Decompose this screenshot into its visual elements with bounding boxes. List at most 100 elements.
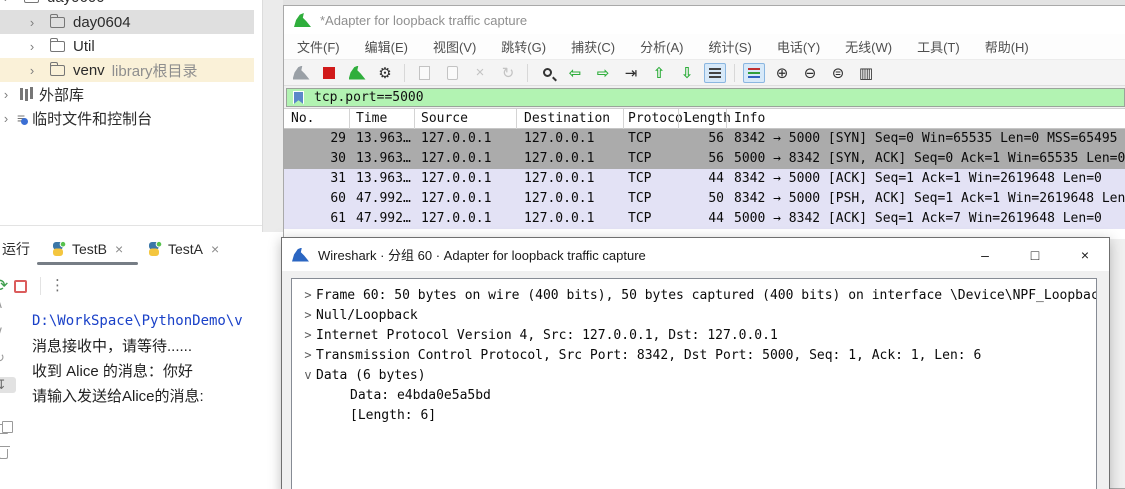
capture-options-icon[interactable]: ⚙: [378, 64, 392, 82]
col-protocol[interactable]: Protocol: [628, 111, 691, 126]
packet-row-60[interactable]: 60 47.992… 127.0.0.1 127.0.0.1 TCP 50 83…: [284, 189, 1125, 209]
column-divider[interactable]: [623, 109, 624, 129]
menu-tools[interactable]: 工具(T): [917, 40, 960, 55]
col-time[interactable]: Time: [356, 111, 388, 126]
toolbar-separator: [404, 63, 405, 82]
rerun-icon[interactable]: ⟳: [0, 276, 9, 295]
column-divider[interactable]: [726, 109, 727, 129]
close-button[interactable]: ×: [1062, 238, 1108, 271]
minimize-button[interactable]: –: [962, 238, 1008, 271]
bookmark-icon[interactable]: [293, 90, 304, 105]
col-length[interactable]: Length: [684, 111, 731, 126]
expand-chevron-icon[interactable]: >: [304, 328, 312, 342]
chevron-right-icon[interactable]: ›: [29, 14, 35, 30]
start-capture-icon[interactable]: [290, 63, 312, 83]
detail-row-data-hex[interactable]: Data: e4bda0e5a5bd: [350, 387, 491, 403]
expand-chevron-icon[interactable]: >: [304, 288, 312, 302]
go-forward-icon[interactable]: ⇨: [596, 64, 610, 82]
chevron-right-icon[interactable]: ›: [29, 62, 35, 78]
menu-view[interactable]: 视图(V): [432, 40, 477, 55]
menu-analyze[interactable]: 分析(A): [640, 40, 684, 55]
close-file-icon[interactable]: ×: [475, 64, 485, 81]
column-divider[interactable]: [516, 109, 517, 129]
zoom-in-icon[interactable]: ⊕: [775, 64, 789, 82]
tree-item-day0600[interactable]: › day0600: [0, 0, 254, 9]
menu-edit[interactable]: 编辑(E): [364, 40, 408, 55]
scroll-down-icon[interactable]: ∨: [0, 323, 16, 339]
display-filter-input[interactable]: tcp.port==5000: [286, 88, 1125, 107]
tree-item-venv[interactable]: › venv library根目录: [0, 58, 254, 82]
chevron-right-icon[interactable]: ›: [29, 38, 35, 54]
stop-capture-icon[interactable]: [318, 63, 340, 83]
detail-row-frame[interactable]: > Frame 60: 50 bytes on wire (400 bits),…: [292, 285, 1096, 305]
col-info[interactable]: Info: [734, 111, 766, 126]
chevron-right-icon[interactable]: ›: [3, 86, 9, 102]
menu-statistics[interactable]: 统计(S): [708, 40, 752, 55]
save-file-icon[interactable]: [441, 63, 463, 83]
expand-chevron-icon[interactable]: >: [304, 348, 312, 362]
tree-item-external-libraries[interactable]: › 外部库: [0, 82, 254, 106]
packet-row-31[interactable]: 31 13.963… 127.0.0.1 127.0.0.1 TCP 44 83…: [284, 169, 1125, 189]
column-divider[interactable]: [349, 109, 350, 129]
packet-row-30[interactable]: 30 13.963… 127.0.0.1 127.0.0.1 TCP 56 50…: [284, 149, 1125, 169]
expand-chevron-icon[interactable]: >: [304, 308, 312, 322]
detail-row-data-length[interactable]: [Length: 6]: [350, 407, 437, 423]
detail-row-ipv4[interactable]: > Internet Protocol Version 4, Src: 127.…: [292, 325, 1096, 345]
detail-row-tcp[interactable]: > Transmission Control Protocol, Src Por…: [292, 345, 1096, 365]
open-file-icon[interactable]: [413, 63, 435, 83]
tree-item-scratches[interactable]: › ≡ 临时文件和控制台: [0, 106, 254, 130]
zoom-out-icon[interactable]: ⊖: [803, 64, 817, 82]
scroll-up-icon[interactable]: ∧: [0, 296, 16, 312]
scratches-icon: ≡: [17, 110, 29, 126]
find-packet-icon[interactable]: [536, 63, 558, 83]
clear-console-icon[interactable]: [0, 446, 10, 459]
packet-row-61[interactable]: 61 47.992… 127.0.0.1 127.0.0.1 TCP 44 50…: [284, 209, 1125, 229]
go-previous-icon[interactable]: ⇧: [652, 64, 666, 82]
copy-icon[interactable]: [0, 421, 13, 434]
zoom-reset-icon[interactable]: ⊜: [831, 64, 845, 82]
tab-testa[interactable]: TestA ×: [146, 236, 219, 262]
menu-wireless[interactable]: 无线(W): [845, 40, 893, 55]
cycle-icon[interactable]: ↻: [0, 350, 16, 366]
tab-testb[interactable]: TestB ×: [50, 236, 123, 262]
tree-item-day0604[interactable]: › day0604: [0, 10, 254, 34]
pycharm-window: › day0600 › day0604 › Util › venv librar…: [0, 0, 283, 489]
menu-help[interactable]: 帮助(H): [984, 40, 1029, 55]
col-no[interactable]: No.: [291, 111, 315, 126]
toolbar-separator: [734, 63, 735, 82]
wireshark-logo-icon: [292, 247, 309, 262]
go-to-packet-icon[interactable]: ⇥: [624, 64, 638, 82]
scroll-to-end-icon[interactable]: ↧: [0, 377, 16, 393]
reload-file-icon[interactable]: ↻: [501, 64, 515, 82]
close-icon[interactable]: ×: [211, 241, 220, 257]
resize-columns-icon[interactable]: ▥: [858, 64, 874, 82]
menu-capture[interactable]: 捕获(C): [571, 40, 616, 55]
restart-capture-icon[interactable]: [346, 63, 368, 83]
colorize-icon[interactable]: [743, 62, 765, 83]
column-divider[interactable]: [414, 109, 415, 129]
close-icon[interactable]: ×: [115, 241, 124, 257]
run-console-output[interactable]: D:\WorkSpace\PythonDemo\v 消息接收中，请等待.....…: [32, 309, 262, 409]
python-icon: [53, 241, 66, 256]
maximize-button[interactable]: □: [1012, 238, 1058, 271]
menu-go[interactable]: 跳转(G): [501, 40, 547, 55]
auto-scroll-icon[interactable]: [704, 62, 726, 83]
wireshark-title-bar[interactable]: *Adapter for loopback traffic capture: [284, 6, 1125, 34]
go-back-icon[interactable]: ⇦: [568, 64, 582, 82]
menu-file[interactable]: 文件(F): [297, 40, 340, 55]
stop-icon[interactable]: [14, 280, 27, 293]
tree-item-util[interactable]: › Util: [0, 34, 254, 58]
more-icon[interactable]: ⋮: [50, 277, 65, 294]
collapse-chevron-icon[interactable]: v: [304, 368, 312, 382]
chevron-right-icon[interactable]: ›: [3, 110, 9, 126]
detail-row-data[interactable]: v Data (6 bytes): [292, 365, 1096, 385]
col-source[interactable]: Source: [421, 111, 468, 126]
go-next-icon[interactable]: ⇩: [680, 64, 694, 82]
col-destination[interactable]: Destination: [524, 111, 611, 126]
menu-telephony[interactable]: 电话(Y): [776, 40, 821, 55]
column-divider[interactable]: [678, 109, 679, 129]
detail-row-null-loopback[interactable]: > Null/Loopback: [292, 305, 1096, 325]
tree-item-label: Util: [73, 37, 95, 55]
packet-row-29[interactable]: 29 13.963… 127.0.0.1 127.0.0.1 TCP 56 83…: [284, 129, 1125, 149]
folder-icon: [50, 61, 65, 76]
